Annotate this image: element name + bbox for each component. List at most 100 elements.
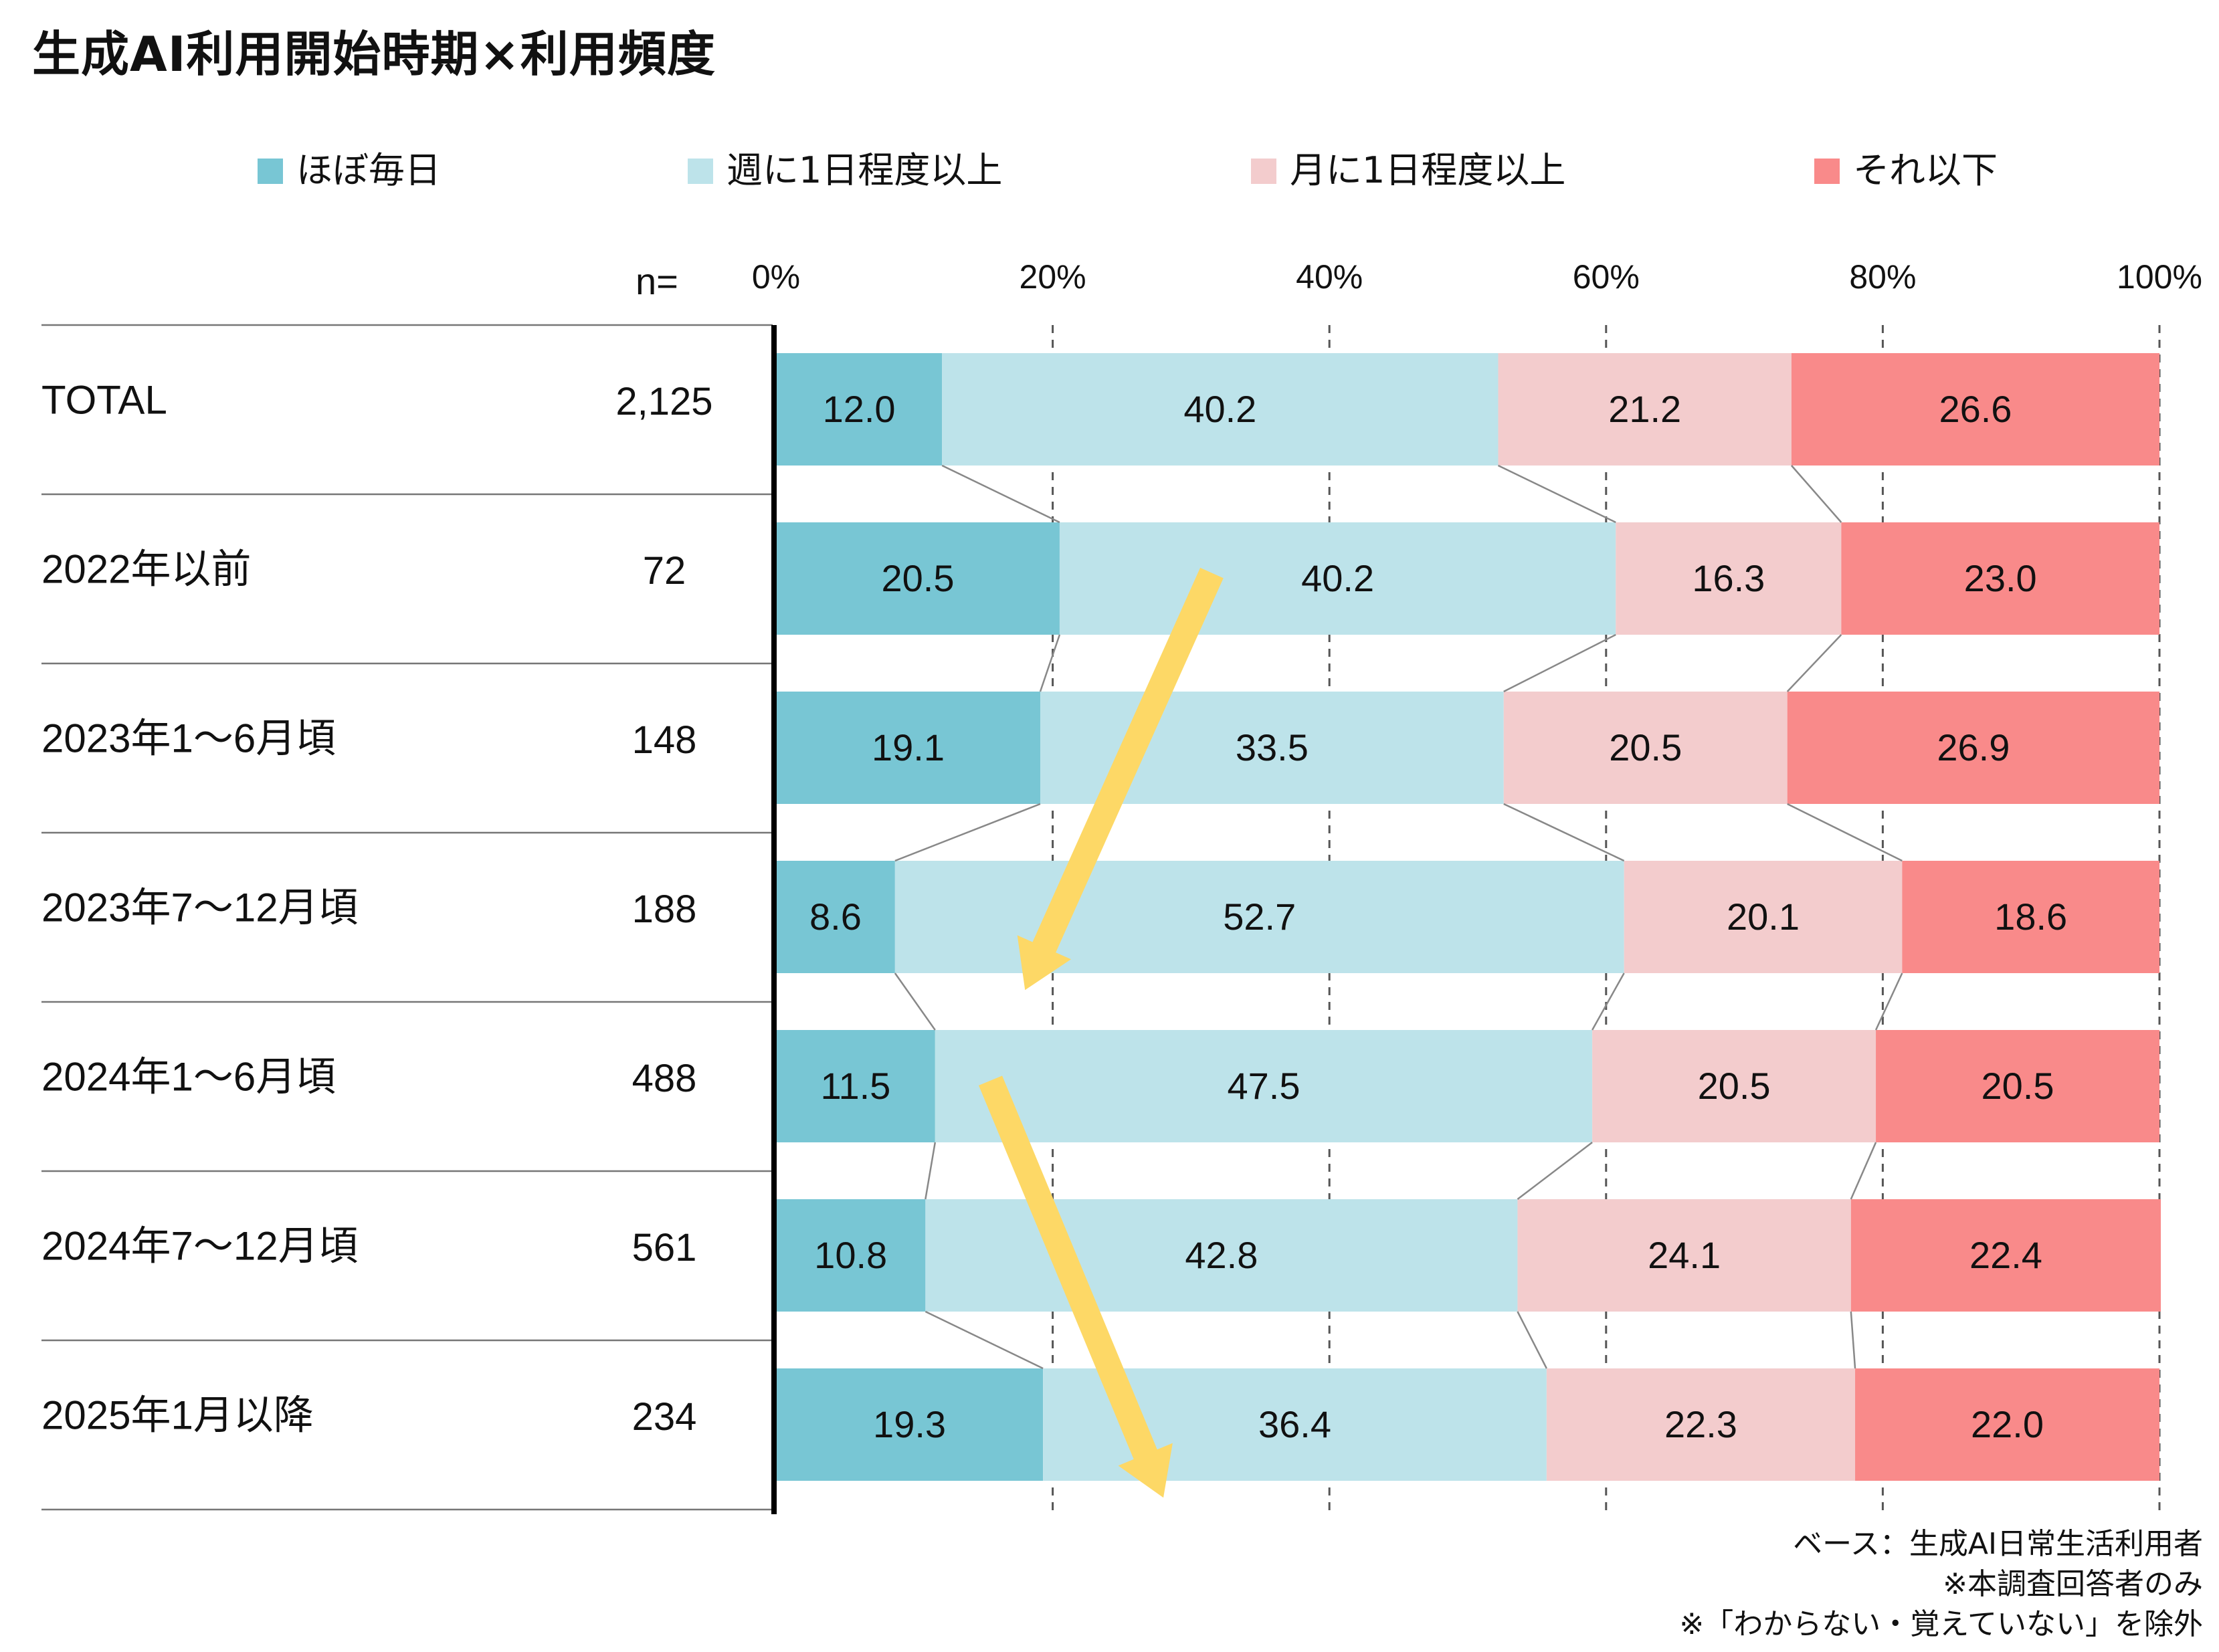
legend-swatch-monthly (1251, 158, 1276, 184)
legend-item-less: それ以下 (1814, 140, 1998, 193)
bar-segment (1592, 1030, 1876, 1142)
bar-value-label: 21.2 (1608, 388, 1681, 430)
legend-label-monthly: 月に1日程度以上 (1290, 149, 1566, 191)
bar-value-label: 40.2 (1301, 557, 1374, 599)
bar-segment (935, 1030, 1593, 1142)
bar-segment (1850, 1199, 2161, 1312)
connector-line (1787, 803, 1903, 862)
connector-line (925, 1310, 1044, 1370)
legend-item-monthly: 月に1日程度以上 (1251, 140, 1565, 193)
connector-line (1874, 972, 1903, 1031)
bar-value-label: 20.5 (1609, 726, 1682, 768)
bar-segment (1059, 522, 1616, 635)
row-n-value: 234 (632, 1395, 697, 1439)
bar-segment (1517, 1199, 1851, 1312)
bar-value-label: 20.5 (881, 557, 954, 599)
bar-value-label: 20.5 (1698, 1065, 1771, 1107)
bar-value-label: 23.0 (1964, 557, 2037, 599)
connector-line (894, 803, 1041, 862)
connector-line (925, 1142, 937, 1200)
bar-value-label: 12.0 (823, 388, 896, 430)
legend-swatch-less (1814, 158, 1840, 184)
connector-line (1497, 464, 1616, 524)
row-label: TOTAL (41, 377, 167, 422)
x-tick-label: 40% (1296, 258, 1363, 296)
legend-label-daily: ほぼ毎日 (296, 149, 441, 191)
x-tick-label: 100% (2117, 258, 2202, 296)
trend-arrow (978, 1075, 1173, 1498)
bar-value-label: 26.6 (1939, 388, 2012, 430)
connector-line (1517, 1311, 1547, 1369)
bar-value-label: 26.9 (1937, 726, 2010, 768)
row-n-value: 188 (632, 888, 697, 931)
n-header: n= (636, 260, 678, 302)
bar-value-label: 8.6 (809, 896, 862, 938)
connector-line (1790, 465, 1842, 523)
bar-segment (1616, 522, 1842, 635)
bar-value-label: 33.5 (1236, 726, 1309, 768)
bar-segment (1855, 1368, 2159, 1481)
bar-segment (776, 353, 943, 466)
footnote-note-2: ※「わからない・覚えていない」を除外 (1679, 1607, 2203, 1641)
trend-arrow (1017, 567, 1224, 991)
bar-segment (1624, 861, 1903, 973)
bar-segment (776, 1368, 1044, 1481)
row-n-value: 488 (632, 1057, 697, 1100)
bar-segment (776, 1199, 926, 1312)
legend-label-less: それ以下 (1853, 149, 1998, 191)
chart-title: 生成AI利用開始時期×利用頻度 (32, 26, 716, 82)
connector-line (894, 972, 936, 1031)
connector-line (1850, 1142, 1877, 1200)
row-label: 2025年1月以降 (41, 1392, 314, 1437)
row-label: 2024年7～12月頃 (41, 1223, 359, 1268)
bar-segment (1876, 1030, 2159, 1142)
bar-segment (776, 1030, 935, 1142)
legend-item-weekly: 週に1日程度以上 (688, 140, 1002, 193)
legend-swatch-daily (258, 158, 283, 184)
row-n-value: 2,125 (615, 380, 712, 423)
row-label: 2022年以前 (41, 546, 251, 591)
bar-segment (1503, 692, 1788, 804)
connector-line (1591, 972, 1625, 1031)
bar-value-label: 11.5 (820, 1065, 890, 1107)
x-tick-label: 0% (752, 258, 800, 296)
connector-line (941, 464, 1060, 524)
bar-segment (1791, 353, 2159, 466)
bar-value-label: 40.2 (1183, 388, 1256, 430)
bar-segment (894, 861, 1624, 973)
bar-segment (1841, 522, 2159, 635)
connector-line (1786, 634, 1842, 692)
bar-value-label: 47.5 (1227, 1065, 1300, 1107)
bar-segment (1902, 861, 2159, 973)
x-tick-label: 20% (1020, 258, 1086, 296)
bar-value-label: 18.6 (1994, 896, 2067, 938)
row-n-value: 72 (643, 549, 686, 593)
bar-value-label: 24.1 (1648, 1234, 1721, 1276)
bar-segment (776, 522, 1060, 635)
row-label: 2023年1～6月頃 (41, 716, 336, 760)
bar-segment (776, 692, 1040, 804)
bar-value-label: 20.5 (1982, 1065, 2054, 1107)
bar-segment (1787, 692, 2159, 804)
x-tick-label: 80% (1849, 258, 1916, 296)
bar-value-label: 22.4 (1969, 1234, 2042, 1276)
bar-value-label: 16.3 (1692, 557, 1765, 599)
bar-value-label: 19.1 (872, 726, 945, 768)
connector-line (1039, 634, 1061, 692)
row-n-value: 148 (632, 718, 697, 762)
bar-value-label: 10.8 (814, 1234, 887, 1276)
bar-value-label: 42.8 (1185, 1234, 1258, 1276)
connector-line (1503, 803, 1625, 862)
bar-value-label: 22.3 (1664, 1403, 1737, 1445)
row-label: 2024年1～6月頃 (41, 1054, 336, 1099)
bar-segment (942, 353, 1499, 466)
row-n-value: 561 (632, 1226, 697, 1269)
row-label: 2023年7～12月頃 (41, 885, 359, 930)
footnote-note-1: ※本調査回答者のみ (1943, 1567, 2203, 1601)
x-tick-label: 60% (1573, 258, 1640, 296)
footnote-base: ベース：生成AI日常生活利用者 (1793, 1527, 2203, 1561)
bar-value-label: 52.7 (1223, 896, 1296, 938)
bar-segment (925, 1199, 1518, 1312)
connector-line (1503, 633, 1616, 693)
